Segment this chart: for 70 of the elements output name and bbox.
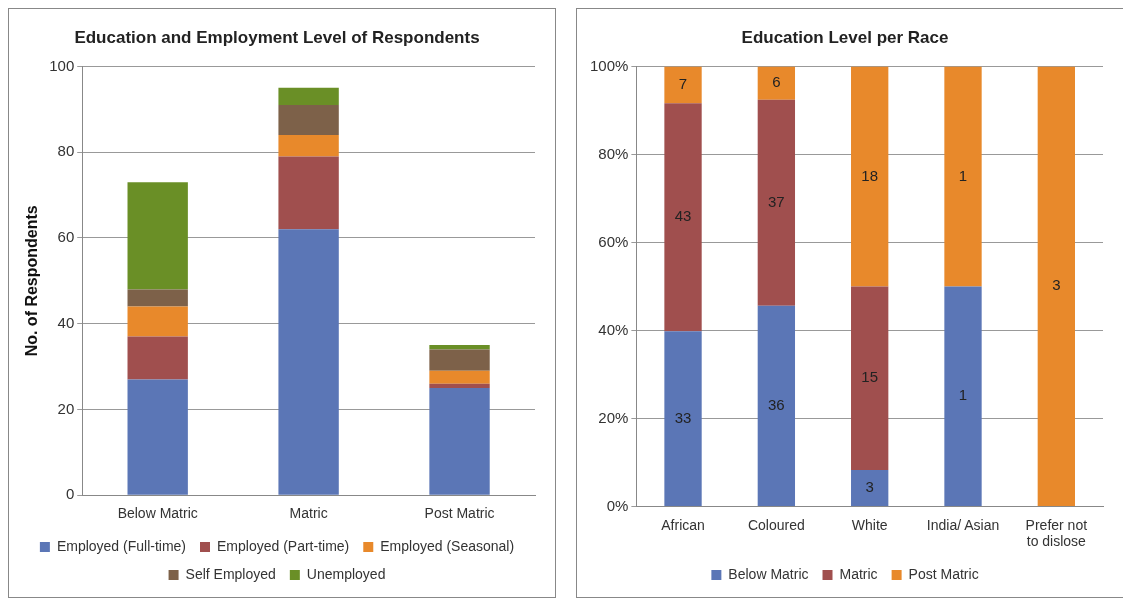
x-tick-label: Prefer not to dislose <box>1025 516 1088 550</box>
annotation: 3 <box>1052 276 1061 294</box>
bar <box>429 370 490 384</box>
x-tick-label: African <box>661 516 705 533</box>
x-tick-label: Below Matric <box>117 505 198 522</box>
y-tick-label: 60 <box>57 228 75 246</box>
y-tick-label: 20 <box>57 399 75 417</box>
legend-label: Unemployed <box>306 565 386 582</box>
y-tick-label: 80% <box>598 144 629 162</box>
x-tick-label: Post Matric <box>424 505 495 522</box>
y-tick-label: 60% <box>598 232 629 250</box>
x-tick-label: Matric <box>289 505 328 522</box>
annotation: 33 <box>674 408 692 426</box>
bar <box>429 383 490 388</box>
annotation: 1 <box>958 386 968 404</box>
annotation: 6 <box>772 73 781 91</box>
annotation: 43 <box>674 207 692 225</box>
legend-label: Employed (Part-time) <box>217 537 350 554</box>
bar <box>851 66 889 287</box>
bar <box>127 182 188 290</box>
y-tick-label: 40 <box>57 313 75 331</box>
chart-title: Education Level per Race <box>741 27 949 47</box>
y-tick-label: 0% <box>606 496 629 514</box>
annotation: 15 <box>861 368 879 386</box>
y-axis-title: No. of Respondents <box>23 205 41 357</box>
legend-label: Employed (Full-time) <box>56 537 187 554</box>
x-tick-label: Coloured <box>747 516 805 533</box>
bar <box>127 306 188 337</box>
y-tick-label: 40% <box>598 320 629 338</box>
bar <box>851 469 889 506</box>
annotation: 7 <box>678 75 688 93</box>
bar <box>757 99 796 306</box>
bar <box>278 229 339 495</box>
y-tick-label: 100 <box>49 56 75 74</box>
bar <box>278 104 339 136</box>
x-tick-label: India/ Asian <box>926 516 1000 533</box>
legend-label: Self Employed <box>185 565 276 582</box>
y-tick-label: 100% <box>589 56 629 74</box>
bar <box>429 345 490 350</box>
legend-label: Below Matric <box>728 565 809 582</box>
y-tick-label: 80 <box>57 142 75 160</box>
y-tick-label: 0 <box>65 485 75 503</box>
annotation: 3 <box>865 478 874 496</box>
bar <box>127 289 188 307</box>
bar <box>944 66 982 287</box>
bar <box>1037 66 1075 506</box>
legend-label: Employed (Seasonal) <box>380 537 515 554</box>
bar <box>127 379 188 495</box>
legend-label: Matric <box>839 565 878 582</box>
bar <box>127 336 188 380</box>
annotation: 36 <box>768 395 785 413</box>
annotation: 1 <box>958 166 968 184</box>
bar <box>664 66 702 104</box>
bar <box>278 135 339 157</box>
bar <box>851 286 889 470</box>
chart-title: Education and Employment Level of Respondents <box>74 27 480 47</box>
bar <box>278 156 339 230</box>
bar <box>278 87 339 105</box>
bar <box>664 331 702 506</box>
y-tick-label: 20% <box>598 408 629 426</box>
annotation: 18 <box>861 166 879 184</box>
bar <box>429 388 490 495</box>
bar <box>944 286 982 506</box>
bar <box>664 103 702 332</box>
x-tick-label: White <box>851 516 888 533</box>
legend-label: Post Matric <box>908 565 979 582</box>
annotation: 37 <box>768 192 785 210</box>
bar <box>757 66 796 100</box>
bar <box>429 349 490 371</box>
bar <box>757 305 796 506</box>
